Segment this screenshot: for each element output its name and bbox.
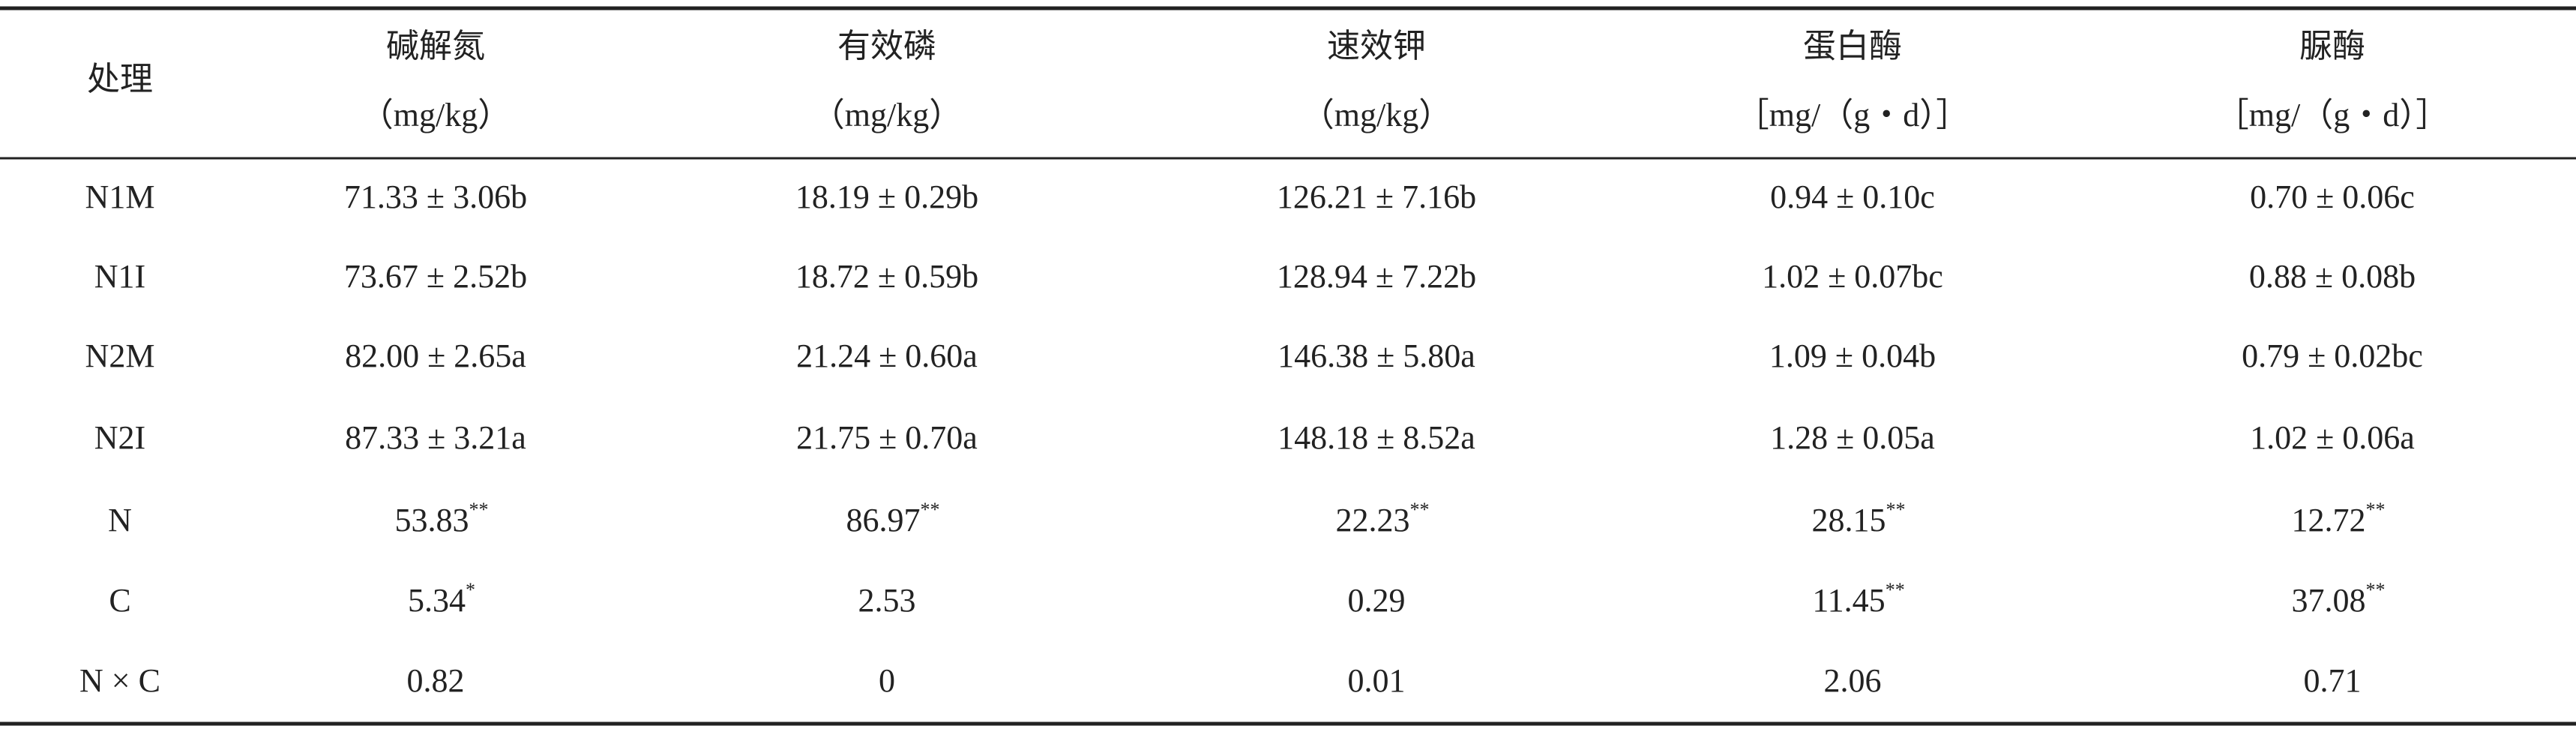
cell: 21.75 ± 0.70a (796, 419, 978, 456)
cell: 0.29 (1348, 582, 1406, 619)
cell: 126.21 ± 7.16b (1277, 178, 1476, 215)
cell: 0.70 ± 0.06c (2250, 178, 2415, 215)
cell: 1.02 ± 0.07bc (1762, 258, 1943, 295)
cell-value: 37.08 (2292, 582, 2366, 619)
column-unit: ［mg/（g・d）］ (2216, 97, 2449, 134)
cell: 0.88 ± 0.08b (2249, 258, 2416, 295)
row-label: N1I (94, 258, 145, 295)
row-label: N1M (85, 178, 155, 215)
column-unit: （mg/kg） (812, 97, 962, 134)
cell: 146.38 ± 5.80a (1278, 338, 1475, 374)
column-unit: ［mg/（g・d）］ (1736, 97, 1969, 134)
cell-value: 5.34 (408, 582, 466, 619)
cell-value: 12.72 (2292, 502, 2366, 538)
cell: 28.15** (1812, 499, 1906, 538)
column-header: 脲酶 (2299, 28, 2365, 64)
cell: 1.09 ± 0.04b (1769, 338, 1936, 374)
cell-value: 86.97 (846, 502, 921, 538)
cell: 1.02 ± 0.06a (2250, 419, 2415, 456)
cell: 21.24 ± 0.60a (796, 338, 978, 374)
column-header: 速效钾 (1327, 28, 1426, 64)
cell: 0.94 ± 0.10c (1770, 178, 1935, 215)
cell: 1.28 ± 0.05a (1770, 419, 1935, 456)
significance-mark: ** (2366, 499, 2386, 520)
row-label: C (109, 582, 130, 619)
cell: 0.82 (407, 662, 465, 699)
significance-mark: ** (1886, 499, 1906, 520)
column-header: 蛋白酶 (1803, 28, 1902, 64)
cell-value: 53.83 (395, 502, 469, 538)
significance-mark: ** (2366, 579, 2386, 601)
cell: 53.83** (395, 499, 489, 538)
column-header: 有效磷 (837, 28, 936, 64)
cell: 18.72 ± 0.59b (795, 258, 978, 295)
cell: 0 (879, 662, 895, 699)
row-label: N2M (85, 338, 155, 374)
row-label: N2I (94, 419, 145, 456)
row-label: N (108, 502, 132, 538)
cell: 71.33 ± 3.06b (344, 178, 527, 215)
cell: 0.79 ± 0.02bc (2242, 338, 2423, 374)
cell: 86.97** (846, 499, 940, 538)
column-unit: （mg/kg） (1301, 97, 1451, 134)
column-header: 碱解氮 (386, 28, 485, 64)
cell: 11.45** (1812, 579, 1904, 619)
cell: 0.71 (2304, 662, 2362, 699)
cell-value: 22.23 (1336, 502, 1410, 538)
cell: 12.72** (2292, 499, 2386, 538)
cell: 5.34* (408, 579, 475, 619)
significance-mark: ** (1886, 579, 1905, 601)
significance-mark: ** (469, 499, 489, 520)
cell: 2.06 (1824, 662, 1882, 699)
cell: 128.94 ± 7.22b (1277, 258, 1476, 295)
cell-value: 11.45 (1812, 582, 1885, 619)
cell: 18.19 ± 0.29b (795, 178, 978, 215)
column-header: 处理 (87, 61, 153, 98)
significance-mark: ** (921, 499, 940, 520)
cell-value: 28.15 (1812, 502, 1886, 538)
cell: 148.18 ± 8.52a (1278, 419, 1475, 456)
cell: 82.00 ± 2.65a (345, 338, 526, 374)
cell: 87.33 ± 3.21a (345, 419, 526, 456)
significance-mark: * (466, 579, 475, 601)
column-unit: （mg/kg） (361, 97, 511, 134)
cell: 0.01 (1348, 662, 1406, 699)
row-label: N × C (79, 662, 160, 699)
significance-mark: ** (1410, 499, 1430, 520)
cell: 37.08** (2292, 579, 2386, 619)
cell: 22.23** (1336, 499, 1430, 538)
cell: 2.53 (858, 582, 916, 619)
cell: 73.67 ± 2.52b (344, 258, 527, 295)
